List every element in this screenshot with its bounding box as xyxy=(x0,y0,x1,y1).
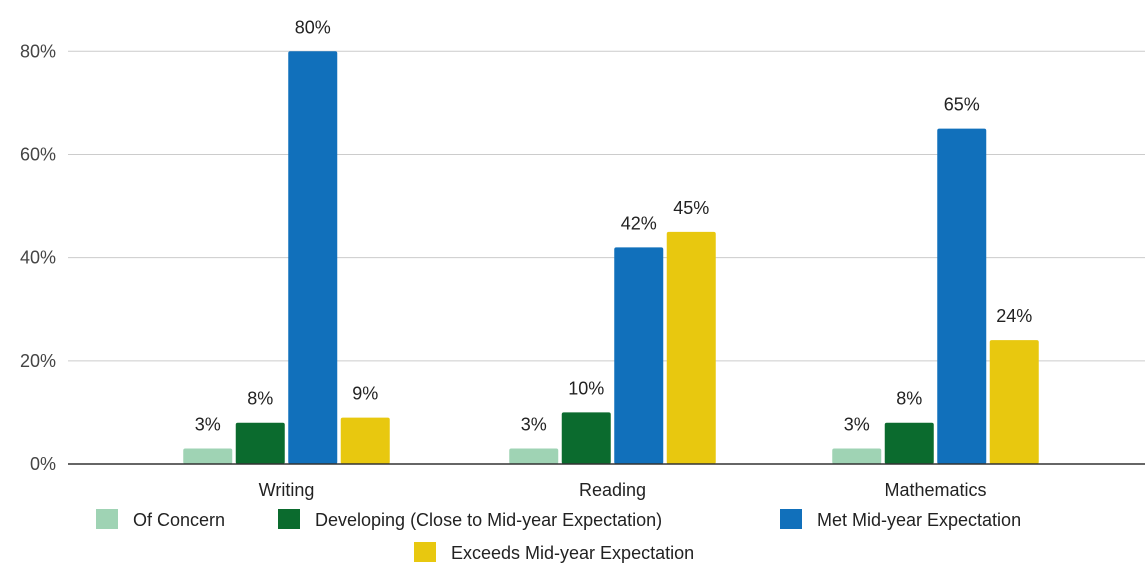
y-tick-label: 0% xyxy=(30,454,56,474)
legend-swatch xyxy=(780,509,802,529)
bar-writing-series-2 xyxy=(288,51,338,464)
data-label: 45% xyxy=(673,198,709,218)
data-label: 10% xyxy=(568,378,604,398)
legend-item: Of Concern xyxy=(96,509,225,530)
legend-label: Met Mid-year Expectation xyxy=(817,510,1021,530)
bar-writing-series-0 xyxy=(183,448,233,464)
data-label: 80% xyxy=(295,17,331,37)
legend-label: Of Concern xyxy=(133,510,225,530)
bar-reading-series-3 xyxy=(666,231,716,464)
legend-swatch xyxy=(414,542,436,562)
y-tick-label: 20% xyxy=(20,351,56,371)
legend-label: Exceeds Mid-year Expectation xyxy=(451,543,694,563)
legend: Of Concern Developing (Close to Mid-year … xyxy=(96,509,1021,563)
data-label: 8% xyxy=(896,389,922,409)
x-category-label: Reading xyxy=(579,480,646,500)
bar-reading-series-1 xyxy=(561,412,611,464)
y-axis-tick-labels: 0% 20% 40% 60% 80% xyxy=(20,41,56,474)
bar-mathematics-series-1 xyxy=(884,422,934,464)
legend-item: Met Mid-year Expectation xyxy=(780,509,1021,530)
data-labels: 3% 8% 80% 9% 3% 10% 42% 45% 3% 8% 65% 24% xyxy=(195,17,1033,434)
x-category-label: Writing xyxy=(259,480,315,500)
bar-mathematics-series-0 xyxy=(832,448,882,464)
legend-item: Developing (Close to Mid-year Expectatio… xyxy=(278,509,662,530)
data-label: 3% xyxy=(844,415,870,435)
legend-swatch xyxy=(96,509,118,529)
y-tick-label: 80% xyxy=(20,41,56,61)
bar-mathematics-series-2 xyxy=(937,128,987,464)
legend-item: Exceeds Mid-year Expectation xyxy=(414,542,694,563)
data-label: 3% xyxy=(195,415,221,435)
y-tick-label: 40% xyxy=(20,248,56,268)
bar-mathematics-series-3 xyxy=(989,340,1039,464)
bar-reading-series-0 xyxy=(509,448,559,464)
x-axis-category-labels: Writing Reading Mathematics xyxy=(259,480,987,500)
data-label: 24% xyxy=(996,306,1032,326)
data-label: 9% xyxy=(352,384,378,404)
x-category-label: Mathematics xyxy=(884,480,986,500)
legend-swatch xyxy=(278,509,300,529)
data-label: 8% xyxy=(247,389,273,409)
bar-reading-series-2 xyxy=(614,247,664,464)
bar-writing-series-3 xyxy=(340,417,390,464)
data-label: 65% xyxy=(944,95,980,115)
data-label: 42% xyxy=(621,213,657,233)
bars xyxy=(183,51,1039,464)
legend-label: Developing (Close to Mid-year Expectatio… xyxy=(315,510,662,530)
data-label: 3% xyxy=(521,415,547,435)
bar-writing-series-1 xyxy=(235,422,285,464)
y-tick-label: 60% xyxy=(20,144,56,164)
